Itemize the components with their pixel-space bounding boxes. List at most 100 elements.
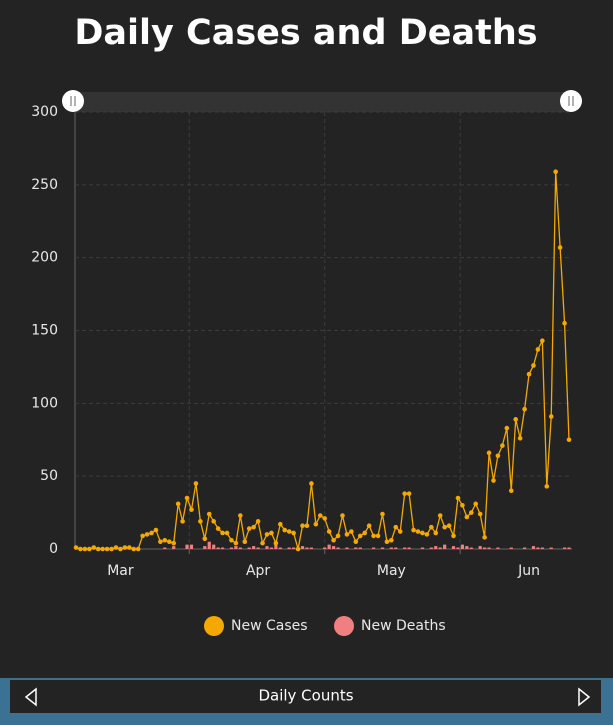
point [95,546,101,552]
point [264,532,270,537]
legend-swatch [334,616,354,636]
point [397,529,403,534]
bar [172,546,176,549]
point [82,546,88,552]
point [118,546,123,552]
point [104,546,110,552]
slider-handle[interactable] [560,90,582,112]
bar [189,544,194,549]
bar [460,544,465,549]
bar [300,546,305,549]
point [562,320,567,326]
bar [327,544,331,549]
legend-swatch [204,616,224,636]
bar [269,547,274,549]
point [295,546,301,552]
point [175,501,181,507]
bar [469,547,473,549]
point [291,530,296,536]
x-tick-label: Mar [107,563,134,579]
bar [562,547,567,549]
bar [229,547,234,549]
point [220,530,225,536]
point [309,481,314,486]
bar [332,546,336,549]
point [246,526,252,531]
point [344,532,350,537]
range-slider[interactable] [73,92,571,112]
point [255,519,261,524]
x-tick-label: Apr [246,563,270,579]
bar [536,547,540,549]
y-tick-label: 200 [31,250,58,266]
bar [336,547,340,549]
point [553,169,558,175]
bar [451,546,456,549]
point [193,481,199,486]
y-tick-label: 50 [40,468,58,484]
bar [522,547,527,549]
point [242,539,248,545]
point [189,507,194,512]
point [158,539,163,545]
point [411,527,416,533]
bar [403,547,407,549]
point [260,540,265,546]
point [517,435,523,441]
point [153,527,159,533]
prev-button[interactable] [24,687,37,707]
bar [203,546,207,549]
point [460,503,465,508]
point [446,523,452,528]
bar [438,547,442,549]
point [166,539,172,545]
point [317,513,323,518]
bar [371,547,376,549]
y-tick-label: 150 [31,323,58,339]
point [224,530,230,536]
point [424,532,430,537]
point [482,535,487,540]
slider-handle[interactable] [62,90,84,112]
point [282,527,288,533]
bar [274,544,278,549]
bar [496,547,500,549]
point [140,533,145,539]
bar [309,547,313,549]
point [437,513,443,518]
bar [234,546,238,549]
point [326,529,332,534]
y-tick-label: 100 [31,395,58,411]
point [477,511,483,517]
point [375,533,381,539]
bar [540,547,544,549]
point [278,521,283,527]
bar [429,547,433,549]
point [366,523,372,528]
next-button[interactable] [578,687,591,707]
point [331,537,336,543]
point [451,533,456,539]
point [149,530,154,536]
point [384,539,390,545]
point [508,488,514,494]
point [251,524,256,530]
point [402,491,407,496]
point [135,546,141,552]
point [473,501,479,507]
point [215,526,221,531]
point [171,540,177,546]
bar [238,547,242,549]
point [113,545,119,550]
point [87,546,92,552]
point [202,536,208,542]
x-tick-label: Jun [517,563,540,579]
footer-inner [10,680,601,713]
bar [483,547,487,549]
point [300,523,305,528]
bar [252,546,256,549]
bar [465,546,469,549]
point [229,537,234,543]
